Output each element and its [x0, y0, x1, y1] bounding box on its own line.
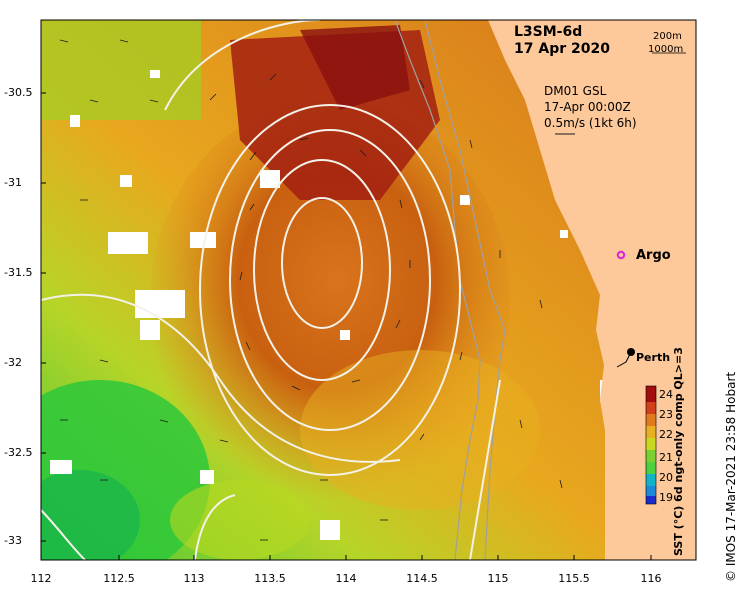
plot-frame [40, 19, 697, 561]
y-tick-label: -31.5 [4, 266, 33, 279]
y-tick-label: -32.5 [4, 446, 33, 459]
colorbar-tick: 19 [659, 491, 673, 504]
argo-label: Argo [636, 248, 671, 263]
depth-legend-1000m: 1000m [648, 44, 684, 55]
date-title: 17 Apr 2020 [514, 41, 610, 57]
argo-marker [616, 250, 626, 260]
axis-ticks [40, 92, 652, 560]
x-tick-label: 112.5 [103, 572, 135, 585]
x-tick-label: 113 [183, 572, 205, 585]
x-tick-label: 114.5 [406, 572, 438, 585]
x-tick-label: 112 [30, 572, 52, 585]
product-title: L3SM-6d [514, 24, 583, 40]
y-tick-label: -32 [4, 356, 22, 369]
depth-legend-200m: 200m [653, 31, 682, 42]
x-tick-label: 115.5 [558, 572, 590, 585]
colorbar-tick: 22 [659, 428, 673, 441]
bathymetry-contours [394, 20, 506, 560]
colorbar-tick: 24 [659, 388, 673, 401]
colorbar-tick: 23 [659, 408, 673, 421]
y-tick-label: -33 [4, 534, 22, 547]
colorbar-title: SST (°C) 6d ngt-only comp QL>=3 [672, 347, 685, 556]
land [488, 20, 696, 560]
colorbar [645, 385, 657, 505]
ssh-contours [41, 20, 501, 560]
x-tick-label: 113.5 [254, 572, 286, 585]
y-tick-label: -31 [4, 176, 22, 189]
perth-label: Perth [636, 351, 671, 364]
current-scale: 0.5m/s (1kt 6h) [544, 116, 637, 130]
y-tick-label: -30.5 [4, 86, 33, 99]
x-tick-label: 116 [640, 572, 662, 585]
current-vectors [59, 39, 575, 541]
x-tick-label: 115 [487, 572, 509, 585]
colorbar-tick: 21 [659, 451, 673, 464]
current-model: DM01 GSL [544, 84, 607, 98]
colorbar-tick: 20 [659, 471, 673, 484]
credit-text: © IMOS 17-Mar-2021 23:58 Hobart [724, 371, 738, 582]
current-time: 17-Apr 00:00Z [544, 100, 631, 114]
x-tick-label: 114 [335, 572, 357, 585]
